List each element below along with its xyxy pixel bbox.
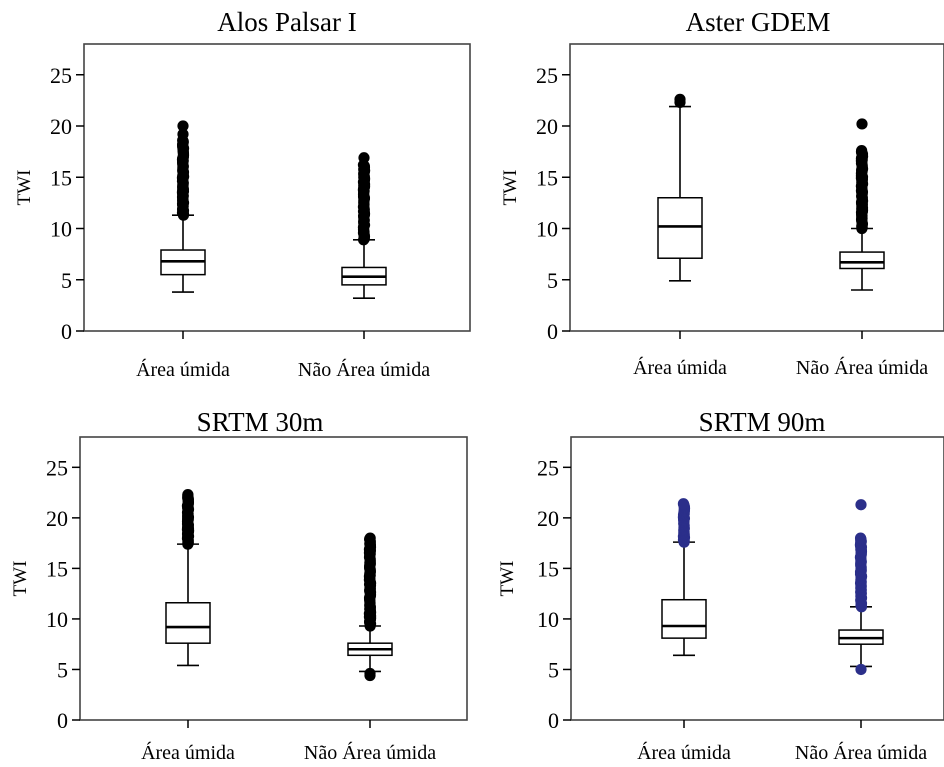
y-tick-label: 10 xyxy=(46,607,68,632)
box-1: Área úmida xyxy=(637,498,731,764)
x-category-label: Não Área úmida xyxy=(796,356,928,379)
x-category-label: Área úmida xyxy=(637,741,731,764)
y-tick-label: 5 xyxy=(547,268,558,293)
y-tick-label: 0 xyxy=(548,708,559,733)
y-tick-label: 5 xyxy=(57,657,68,682)
y-tick-label: 25 xyxy=(50,63,72,88)
box-2: Não Área úmida xyxy=(795,499,927,764)
plot-frame xyxy=(569,43,944,332)
outlier-point xyxy=(855,499,867,511)
outlier-point xyxy=(182,489,194,501)
outlier-point xyxy=(364,667,376,680)
y-tick-label: 10 xyxy=(537,607,559,632)
outlier-point xyxy=(177,120,189,132)
y-tick-label: 25 xyxy=(537,455,559,480)
y-axis-label: TWI xyxy=(14,170,35,206)
chart-panel-3: SRTM 30m 0 5 10 15 20 25 TWI Área úmida Não Área … xyxy=(10,407,468,764)
y-tick-label: 0 xyxy=(61,319,72,344)
chart-title: SRTM 30m xyxy=(197,407,324,437)
y-tick-label: 25 xyxy=(46,455,68,480)
outlier-point xyxy=(177,128,189,140)
outlier-point xyxy=(358,152,370,164)
y-tick-label: 20 xyxy=(50,114,72,139)
y-tick-label: 0 xyxy=(57,708,68,733)
outlier-point xyxy=(677,498,690,510)
y-tick-label: 20 xyxy=(537,506,559,531)
plot-frame xyxy=(79,436,468,721)
outlier-point xyxy=(364,532,376,544)
plot-frame xyxy=(570,436,944,721)
chart-title: Aster GDEM xyxy=(686,7,831,37)
outlier-point xyxy=(855,663,867,676)
y-tick-label: 15 xyxy=(50,165,72,190)
chart-panel-4: SRTM 90m 0 5 10 15 20 25 TWI Área úmida Não Área … xyxy=(497,407,944,764)
box-1: Área úmida xyxy=(136,120,230,381)
y-tick-label: 0 xyxy=(547,319,558,344)
chart-title: Alos Palsar I xyxy=(217,7,356,37)
y-tick-label: 10 xyxy=(536,217,558,242)
y-tick-label: 15 xyxy=(536,165,558,190)
box-iqr xyxy=(839,251,885,270)
y-tick-label: 20 xyxy=(536,114,558,139)
box-2: Não Área úmida xyxy=(304,532,436,764)
outlier-point xyxy=(674,93,686,105)
chart-panel-2: Aster GDEM 0 5 10 15 20 25 TWI Área úmida Não Áre… xyxy=(500,7,944,379)
box-iqr xyxy=(661,598,707,639)
plot-frame xyxy=(83,43,471,332)
box-2: Não Área úmida xyxy=(796,118,928,379)
y-tick-label: 20 xyxy=(46,506,68,531)
y-tick-label: 10 xyxy=(50,217,72,242)
y-axis-label: TWI xyxy=(500,170,521,206)
box-1: Área úmida xyxy=(633,93,727,379)
x-category-label: Área úmida xyxy=(141,741,235,764)
y-axis-label: TWI xyxy=(497,561,518,597)
x-category-label: Não Área úmida xyxy=(304,741,436,764)
x-category-label: Não Área úmida xyxy=(298,358,430,381)
outlier-point xyxy=(856,145,868,157)
outlier-point xyxy=(854,532,867,544)
box-2: Não Área úmida xyxy=(298,152,430,381)
y-tick-label: 5 xyxy=(61,268,72,293)
box-iqr xyxy=(657,197,703,259)
y-tick-label: 25 xyxy=(536,63,558,88)
x-category-label: Área úmida xyxy=(633,356,727,379)
chart-title: SRTM 90m xyxy=(699,407,826,437)
x-category-label: Não Área úmida xyxy=(795,741,927,764)
y-axis-label: TWI xyxy=(10,561,31,597)
box-1: Área úmida xyxy=(141,489,235,764)
box-iqr xyxy=(165,602,211,644)
y-tick-label: 5 xyxy=(548,657,559,682)
y-tick-label: 15 xyxy=(537,556,559,581)
outlier-point xyxy=(856,118,868,130)
chart-panel-1: Alos Palsar I 0 5 10 15 20 25 TWI Área úmida Não … xyxy=(14,7,471,381)
x-category-label: Área úmida xyxy=(136,358,230,381)
y-tick-label: 15 xyxy=(46,556,68,581)
